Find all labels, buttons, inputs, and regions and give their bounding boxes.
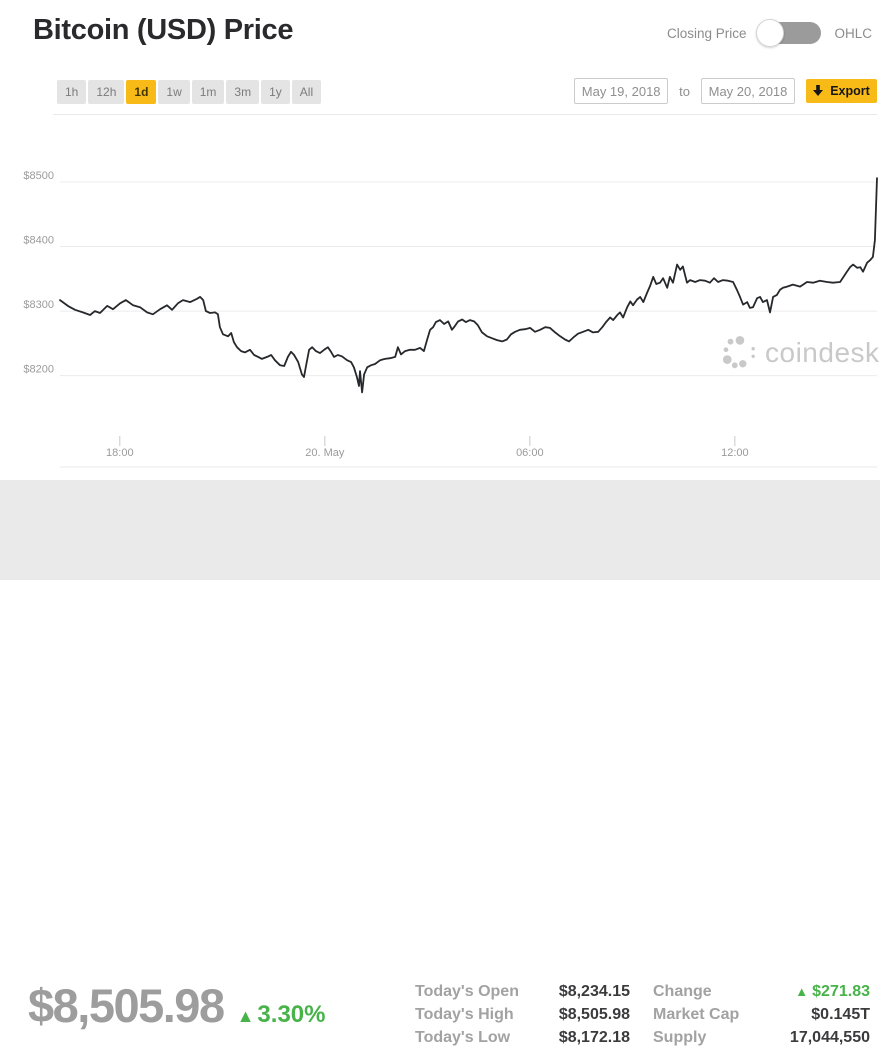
price-chart[interactable]: $8500 $8400 $8300 $8200 18:00 20. May 06:00 12:… [0,130,880,475]
export-button-label: Export [830,84,870,98]
closing-price-label: Closing Price [666,25,747,41]
stat-row-change: Change ▲ $271.83 [653,983,870,1000]
price-line-series [59,177,878,394]
stat-row-todays-open: Today's Open $8,234.15 [415,983,630,1000]
x-axis-tick-label: 06:00 [516,447,544,459]
up-triangle-icon: ▲ [795,984,809,999]
range-button-1d[interactable]: 1d [126,80,157,104]
download-icon [813,85,824,96]
stat-row-todays-low: Today's Low $8,172.18 [415,1029,630,1046]
range-button-1y[interactable]: 1y [261,80,290,104]
price-view-toggle[interactable] [756,19,822,47]
price-view-toggle-group: Closing Price OHLC [666,19,872,47]
page-title: Bitcoin (USD) Price [33,14,294,46]
x-axis-tick-label: 18:00 [106,447,134,459]
stats-footer: $8,505.98 ▲ 3.30% Today's Open $8,234.15… [0,480,880,1046]
x-axis-tick-label: 12:00 [721,447,749,459]
date-from-input[interactable] [574,78,669,104]
stat-row-market-cap: Market Cap $0.145T [653,1006,870,1023]
controls-divider [53,114,877,115]
toggle-knob[interactable] [756,19,785,47]
range-button-12h[interactable]: 12h [88,80,125,104]
coindesk-price-page: Bitcoin (USD) Price Closing Price OHLC 1… [0,14,880,1046]
current-price-block: $8,505.98 ▲ 3.30% [28,978,325,1033]
coindesk-logo-icon [722,336,755,369]
y-axis-tick-label: $8500 [23,170,54,182]
y-axis-tick-label: $8400 [23,235,54,247]
x-axis-tick-label: 20. May [305,447,345,459]
range-button-all[interactable]: All [291,80,322,104]
date-to-input[interactable] [701,78,795,104]
range-button-1h[interactable]: 1h [57,80,87,104]
stat-row-supply: Supply 17,044,550 [653,1029,870,1046]
date-to-word: to [679,83,690,99]
coindesk-watermark: coindesk [722,336,880,370]
y-axis-tick-label: $8200 [23,364,54,376]
range-button-1w[interactable]: 1w [158,80,190,104]
coindesk-watermark-text: coindesk [765,337,880,368]
stat-row-todays-high: Today's High $8,505.98 [415,1006,630,1023]
time-range-buttons: 1h 12h 1d 1w 1m 3m 1y All [57,80,322,104]
range-button-3m[interactable]: 3m [226,80,260,104]
up-triangle-icon: ▲ [236,1006,255,1026]
range-button-1m[interactable]: 1m [191,80,225,104]
price-change-percent: ▲ 3.30% [236,1001,326,1028]
current-price: $8,505.98 [28,979,225,1032]
y-axis-tick-label: $8300 [23,299,54,311]
ohlc-label: OHLC [834,25,872,41]
export-button[interactable]: Export [806,79,877,103]
date-range-controls: to Export [574,78,877,104]
